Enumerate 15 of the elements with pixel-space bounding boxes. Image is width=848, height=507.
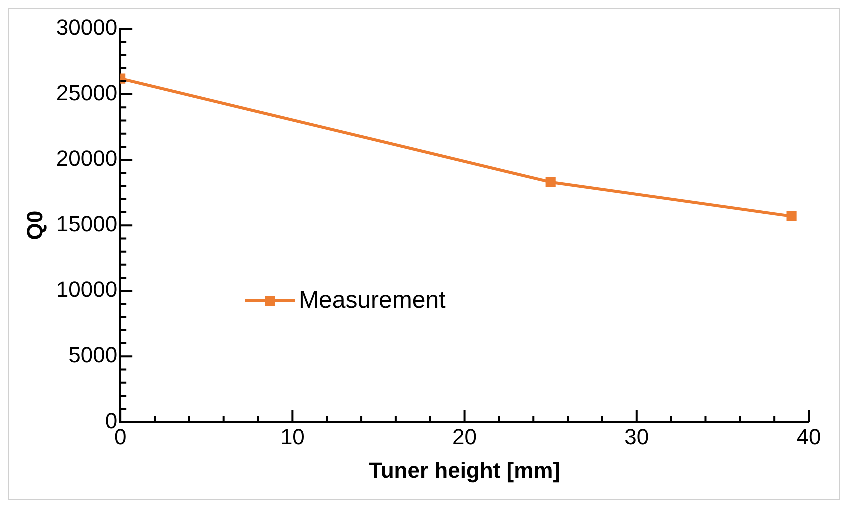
y-tick-label: 20000 <box>56 146 118 172</box>
y-tick-label: 10000 <box>56 277 118 302</box>
legend-label: Measurement <box>299 287 446 315</box>
x-tick-label: 20 <box>452 424 478 450</box>
x-tick-label: 10 <box>280 424 305 450</box>
y-tick-label: 5000 <box>68 342 118 368</box>
x-tick-label: 30 <box>624 424 650 450</box>
point <box>546 177 556 188</box>
y-axis-title: Q0 <box>22 210 48 240</box>
x-axis-title: Tuner height [mm] <box>369 458 561 483</box>
y-tick-label: 25000 <box>56 80 118 106</box>
y-tick-label: 30000 <box>56 15 118 40</box>
x-tick-label: 40 <box>796 424 822 450</box>
point <box>786 211 797 222</box>
y-tick-label: 15000 <box>56 212 118 237</box>
